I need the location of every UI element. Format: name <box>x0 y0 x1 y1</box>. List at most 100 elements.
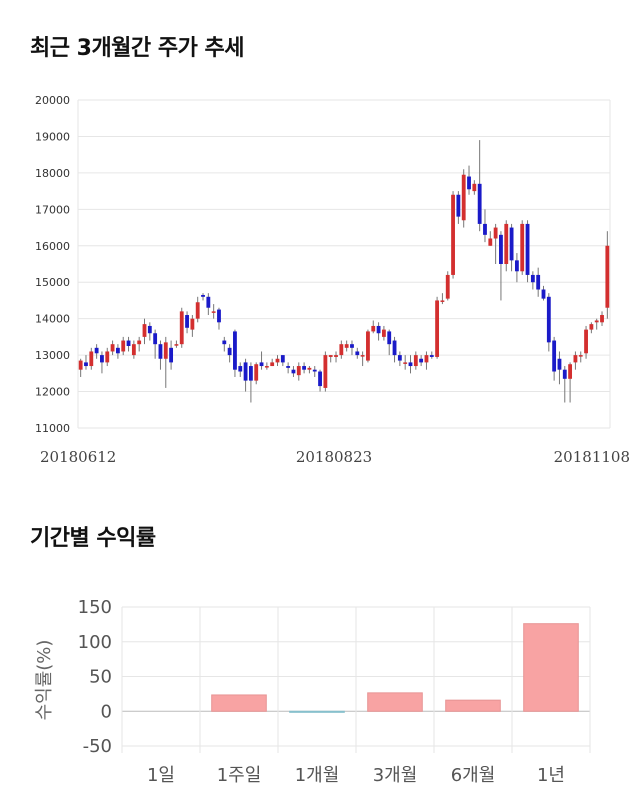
candle <box>126 336 131 352</box>
candle-body <box>238 366 243 372</box>
candlestick-y-tick-label: 17000 <box>35 203 70 216</box>
candle <box>334 351 338 363</box>
candlestick-gridlines <box>77 99 611 429</box>
candle <box>584 325 588 359</box>
candle-body <box>286 366 291 368</box>
candle-body <box>280 355 285 363</box>
candle-body <box>477 183 482 224</box>
candle <box>546 293 551 352</box>
candle-body <box>201 294 205 297</box>
candle <box>217 307 221 330</box>
candle-body <box>137 340 142 345</box>
candle <box>318 369 322 392</box>
candle <box>530 271 535 290</box>
returns-bar-chart: -50 0 50 100 150 1일 1주일 1개월 3개월 6개월 1년 수익률(%) <box>34 597 591 786</box>
candle-body <box>493 227 498 239</box>
candle <box>222 336 227 352</box>
candle <box>211 304 216 319</box>
candle <box>206 293 211 316</box>
candle <box>121 336 126 356</box>
candle-body <box>557 358 562 370</box>
bar-y-tick-label: 0 <box>101 701 112 722</box>
price-trend-title: 최근 3개월간 주가 추세 <box>30 36 244 61</box>
candle-body <box>302 366 307 370</box>
candle <box>541 285 546 301</box>
candle <box>477 140 482 232</box>
candle-body <box>131 344 136 356</box>
candle <box>259 351 264 370</box>
candle <box>445 271 450 301</box>
candle-body <box>520 223 525 272</box>
candle <box>248 362 253 403</box>
candle-body <box>546 296 551 343</box>
candle-body <box>594 320 599 323</box>
candle <box>286 362 291 374</box>
candle-body <box>227 347 232 356</box>
candle-body <box>605 245 610 308</box>
candle-body <box>424 355 429 363</box>
candle <box>525 220 530 283</box>
candle <box>312 366 317 377</box>
candle <box>568 362 573 403</box>
candle-body <box>589 324 594 330</box>
candle-body <box>387 331 392 345</box>
candle-body <box>584 329 588 354</box>
candle-body <box>328 355 333 357</box>
candle-body <box>169 347 174 363</box>
candle-body <box>206 296 211 308</box>
candle <box>153 329 158 359</box>
candle-body <box>381 329 386 337</box>
candle <box>381 325 386 341</box>
candle-body <box>397 355 402 361</box>
candle-body <box>483 223 487 235</box>
candle <box>514 253 519 283</box>
candle-body <box>211 311 216 313</box>
candle-body <box>323 355 328 388</box>
candlestick-y-tick-label: 12000 <box>35 386 70 399</box>
candle <box>185 311 189 334</box>
candle <box>562 366 567 403</box>
candle-body <box>344 344 349 348</box>
candle <box>419 355 424 367</box>
candle <box>105 347 110 367</box>
candle <box>201 293 205 301</box>
candle <box>264 362 269 370</box>
candle <box>270 358 275 367</box>
candle-body <box>78 360 83 370</box>
candle-body <box>350 344 354 348</box>
candle <box>451 191 455 279</box>
candle-body <box>275 358 280 363</box>
candle-body <box>190 318 195 330</box>
candle-body <box>525 223 530 275</box>
bar-x-tick-label: 1개월 <box>295 765 340 786</box>
candle-body <box>445 274 450 299</box>
return-bar <box>367 692 423 712</box>
candle-body <box>600 315 604 323</box>
bar-y-tick-label: -50 <box>83 736 112 757</box>
candle-body <box>115 347 120 354</box>
candlestick-y-tick-label: 16000 <box>35 240 70 253</box>
bar-x-tick-label: 1년 <box>537 765 565 786</box>
candle-body <box>291 369 296 374</box>
candle-body <box>461 174 466 221</box>
candle <box>280 355 285 367</box>
candle <box>174 340 179 348</box>
candle-body <box>440 300 445 302</box>
return-bar <box>211 694 267 712</box>
candle-body <box>392 340 397 356</box>
candle-body <box>376 325 381 334</box>
candle-body <box>419 358 424 363</box>
candlestick-x-tick-label: 20180612 <box>40 448 116 466</box>
candle <box>376 322 381 341</box>
candle <box>493 223 498 264</box>
candle <box>472 180 477 195</box>
candle-body <box>147 325 152 334</box>
candle-body <box>195 302 200 319</box>
candle <box>158 340 163 370</box>
candle <box>403 355 408 370</box>
candle <box>483 209 487 243</box>
candle-body <box>110 344 115 352</box>
candle-body <box>509 227 514 261</box>
candle <box>169 340 174 370</box>
candle-body <box>408 362 413 367</box>
